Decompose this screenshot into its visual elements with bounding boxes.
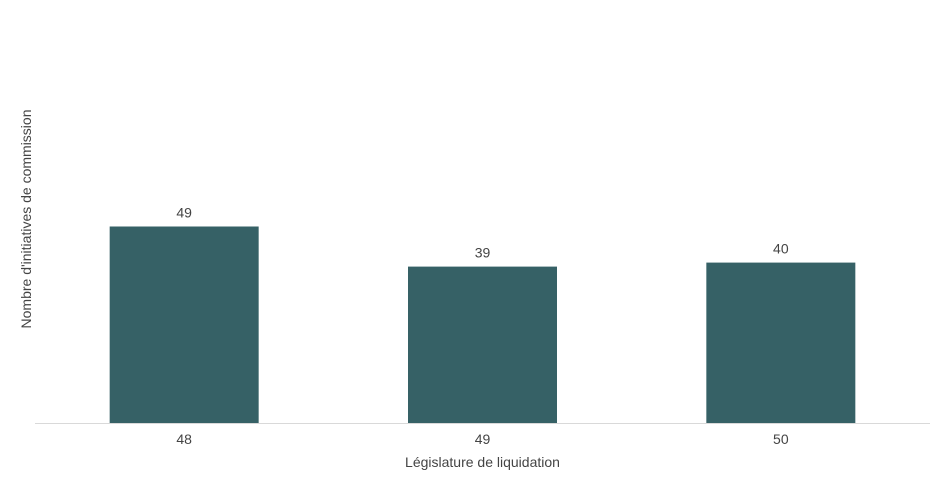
value-label-49: 39 xyxy=(475,245,491,261)
x-tick-labels-group: 48 49 50 xyxy=(176,431,788,447)
value-labels-group: 49 39 40 xyxy=(176,205,788,261)
x-axis-title: Législature de liquidation xyxy=(405,454,560,470)
bar-50 xyxy=(706,262,856,423)
bar-48 xyxy=(109,226,259,423)
x-tick-label-48: 48 xyxy=(176,431,192,447)
value-label-50: 40 xyxy=(773,241,789,257)
x-tick-label-50: 50 xyxy=(773,431,789,447)
y-axis-title: Nombre d'initiatives de commission xyxy=(18,110,34,329)
value-label-48: 49 xyxy=(176,205,192,221)
bar-49 xyxy=(408,266,557,423)
x-tick-label-49: 49 xyxy=(475,431,491,447)
bars-group xyxy=(109,226,856,423)
